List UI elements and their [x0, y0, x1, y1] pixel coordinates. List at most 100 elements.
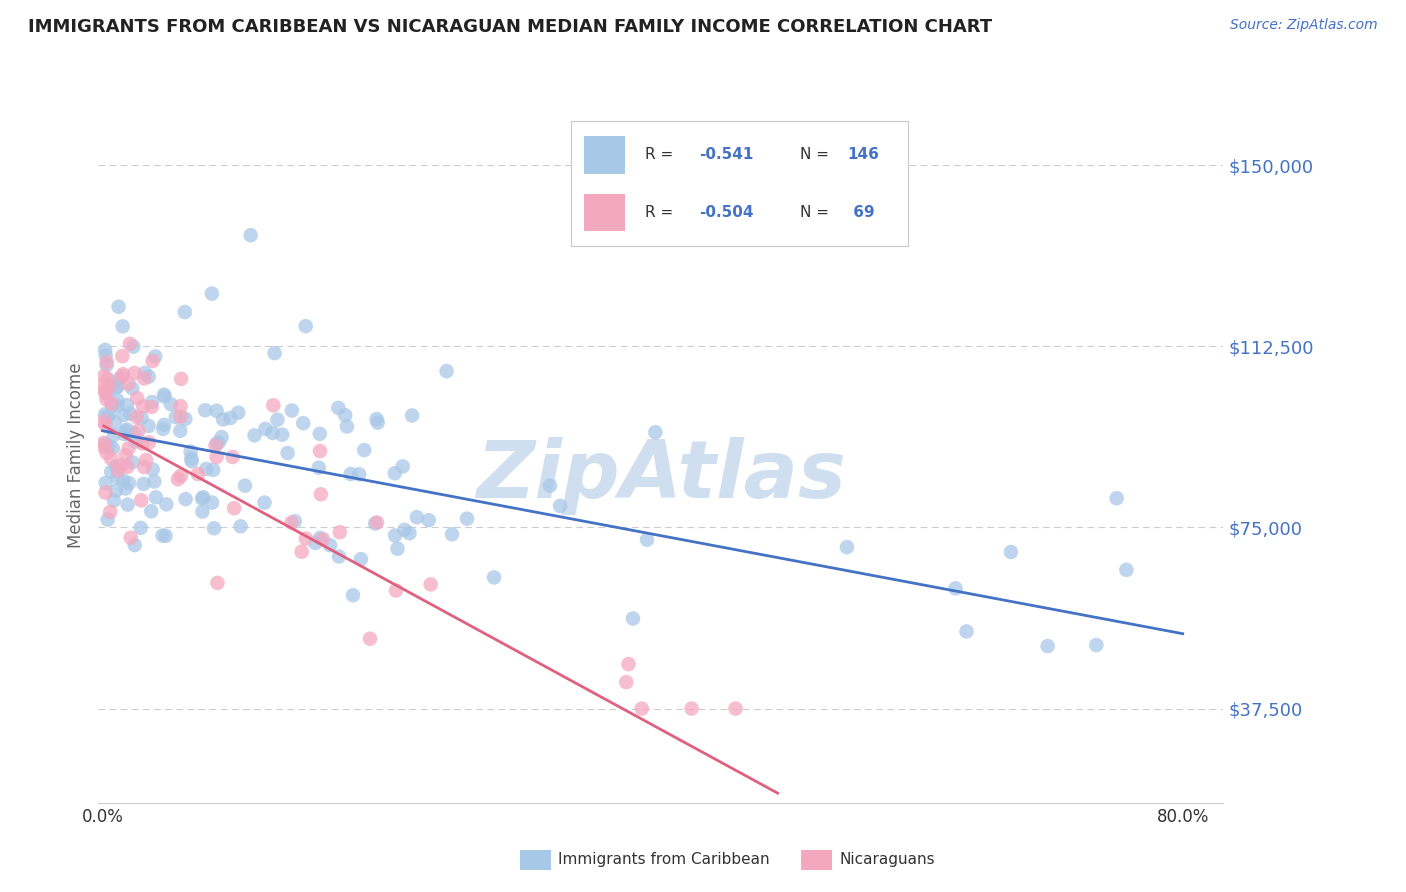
- Text: Source: ZipAtlas.com: Source: ZipAtlas.com: [1230, 18, 1378, 32]
- Point: [96, 409, 118, 424]
- Point: [153, 417, 176, 432]
- Point: [328, 549, 350, 564]
- Point: [202, 463, 225, 477]
- Point: [180, 454, 202, 468]
- Point: [387, 541, 409, 556]
- Point: [419, 577, 441, 591]
- Point: [262, 425, 284, 440]
- Point: [394, 523, 416, 537]
- Point: [1105, 491, 1128, 506]
- Point: [100, 376, 122, 390]
- Point: [191, 491, 214, 506]
- Point: [205, 436, 228, 450]
- Point: [120, 531, 142, 545]
- Point: [120, 407, 142, 421]
- Point: [93, 435, 115, 450]
- Point: [100, 451, 122, 466]
- Point: [170, 372, 193, 386]
- Point: [229, 519, 252, 533]
- Point: [180, 451, 202, 466]
- Point: [835, 540, 858, 554]
- Point: [335, 409, 357, 423]
- Point: [636, 533, 658, 547]
- Point: [1036, 639, 1059, 653]
- Point: [194, 403, 217, 417]
- Point: [226, 406, 249, 420]
- Point: [96, 355, 118, 369]
- Point: [94, 437, 117, 451]
- Point: [97, 388, 120, 402]
- Point: [94, 386, 117, 401]
- Point: [138, 419, 160, 434]
- Point: [155, 497, 177, 511]
- Point: [170, 468, 193, 483]
- Point: [280, 516, 302, 530]
- Point: [153, 390, 176, 404]
- Point: [169, 424, 191, 438]
- Point: [105, 459, 128, 474]
- Point: [143, 350, 166, 364]
- Point: [112, 408, 135, 422]
- Point: [93, 377, 115, 392]
- Point: [129, 493, 152, 508]
- Text: IMMIGRANTS FROM CARIBBEAN VS NICARAGUAN MEDIAN FAMILY INCOME CORRELATION CHART: IMMIGRANTS FROM CARIBBEAN VS NICARAGUAN …: [28, 18, 993, 36]
- Point: [122, 426, 145, 441]
- Point: [239, 228, 262, 243]
- Point: [94, 417, 117, 432]
- Point: [204, 438, 226, 452]
- Point: [129, 521, 152, 535]
- Point: [630, 701, 652, 715]
- Text: ZipAtlas: ZipAtlas: [475, 437, 846, 515]
- Point: [121, 455, 143, 469]
- Point: [350, 552, 373, 566]
- Point: [336, 419, 359, 434]
- Point: [94, 475, 117, 490]
- Point: [221, 450, 243, 464]
- Point: [385, 583, 408, 598]
- Point: [111, 349, 134, 363]
- Point: [187, 467, 209, 481]
- Point: [105, 381, 128, 395]
- Point: [548, 499, 571, 513]
- Point: [169, 399, 191, 413]
- Point: [436, 364, 458, 378]
- Point: [132, 400, 155, 414]
- Point: [482, 570, 505, 584]
- Point: [271, 427, 294, 442]
- Point: [111, 369, 134, 384]
- Point: [115, 423, 138, 437]
- Point: [391, 459, 413, 474]
- Point: [98, 379, 121, 393]
- Point: [122, 340, 145, 354]
- Point: [124, 366, 146, 380]
- Point: [681, 701, 703, 715]
- Point: [141, 504, 163, 518]
- Point: [114, 449, 136, 463]
- Point: [180, 444, 202, 458]
- Point: [347, 467, 370, 482]
- Point: [101, 398, 124, 412]
- Point: [295, 532, 318, 546]
- Point: [127, 424, 149, 438]
- Point: [94, 407, 117, 421]
- Text: Immigrants from Caribbean: Immigrants from Caribbean: [558, 853, 770, 867]
- Point: [193, 490, 215, 504]
- Point: [143, 475, 166, 489]
- Point: [291, 545, 314, 559]
- Point: [105, 483, 128, 498]
- Point: [103, 428, 125, 442]
- Text: Nicaraguans: Nicaraguans: [839, 853, 935, 867]
- Point: [233, 478, 256, 492]
- Point: [107, 379, 129, 393]
- Point: [201, 495, 224, 509]
- Point: [94, 485, 117, 500]
- Point: [308, 426, 330, 441]
- Point: [169, 409, 191, 424]
- Point: [96, 358, 118, 372]
- Point: [165, 410, 187, 425]
- Point: [319, 538, 342, 552]
- Point: [114, 482, 136, 496]
- Point: [131, 411, 153, 425]
- Point: [117, 376, 139, 391]
- Point: [329, 525, 352, 540]
